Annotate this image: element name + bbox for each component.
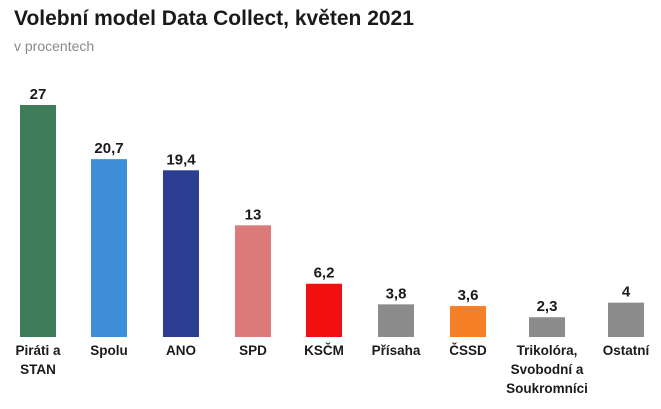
value-label-4: 6,2: [314, 265, 335, 282]
category-label-7: Trikolóra, Svobodní a Soukromníci: [506, 343, 588, 396]
bar-4: [306, 283, 342, 337]
category-label-2: ANO: [166, 343, 196, 358]
bar-2: [163, 170, 199, 337]
bar-1: [91, 159, 127, 337]
value-label-3: 13: [245, 206, 262, 223]
value-label-6: 3,6: [458, 287, 479, 304]
bar-0: [20, 105, 56, 337]
bar-5: [378, 304, 414, 337]
category-label-6: ČSSD: [449, 343, 487, 358]
bar-3: [235, 225, 271, 337]
value-label-7: 2,3: [537, 298, 558, 315]
chart-title: Volební model Data Collect, květen 2021: [14, 7, 414, 30]
category-label-1: Spolu: [90, 343, 128, 358]
value-label-2: 19,4: [166, 151, 196, 168]
bar-8: [608, 302, 644, 337]
bar-6: [450, 306, 486, 337]
category-label-0: Piráti a STAN: [15, 343, 61, 377]
bar-7: [529, 317, 565, 337]
category-label-5: Přísaha: [372, 343, 421, 358]
value-label-0: 27: [30, 86, 47, 103]
category-label-4: KSČM: [304, 343, 344, 358]
value-label-5: 3,8: [386, 285, 407, 302]
value-label-1: 20,7: [94, 140, 123, 157]
chart-subtitle: v procentech: [14, 38, 95, 54]
category-label-3: SPD: [239, 343, 267, 358]
value-label-8: 4: [622, 284, 631, 301]
category-label-8: Ostatní: [603, 343, 651, 358]
